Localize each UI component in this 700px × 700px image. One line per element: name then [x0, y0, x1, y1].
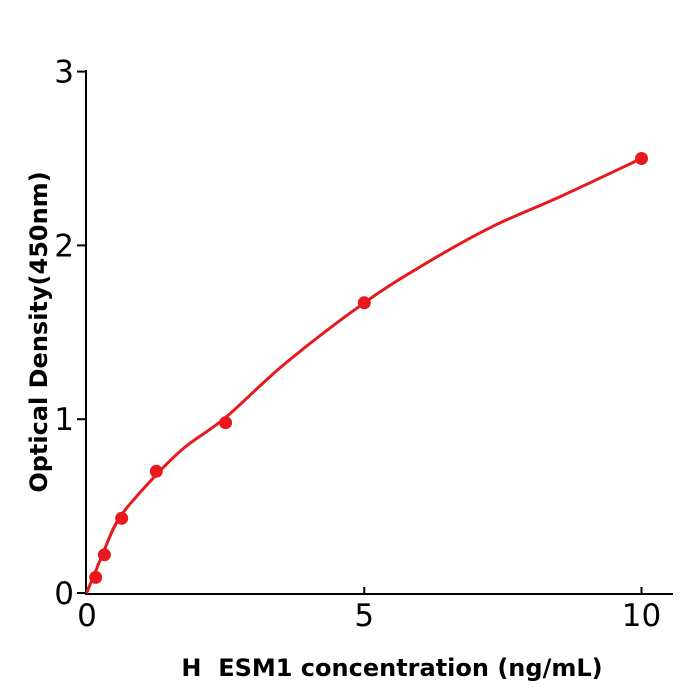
x-tick-label: 0 [77, 598, 97, 634]
y-tick-label: 3 [54, 55, 74, 91]
y-tick-label: 1 [54, 402, 74, 438]
x-tick-label: 10 [622, 598, 661, 634]
fit-curve [85, 157, 643, 594]
data-point [357, 296, 371, 310]
y-tick-label: 2 [54, 228, 74, 264]
data-point [635, 152, 648, 165]
y-axis-label: Optical Density(450nm) [25, 171, 53, 493]
data-point [149, 464, 163, 478]
y-tick-label: 0 [54, 576, 74, 612]
data-point [219, 416, 233, 430]
data-point [89, 570, 103, 584]
x-axis-label: H ESM1 concentration (ng/mL) [181, 654, 603, 682]
data-point [97, 548, 111, 562]
data-point [115, 511, 129, 525]
x-tick-label: 5 [354, 598, 374, 634]
